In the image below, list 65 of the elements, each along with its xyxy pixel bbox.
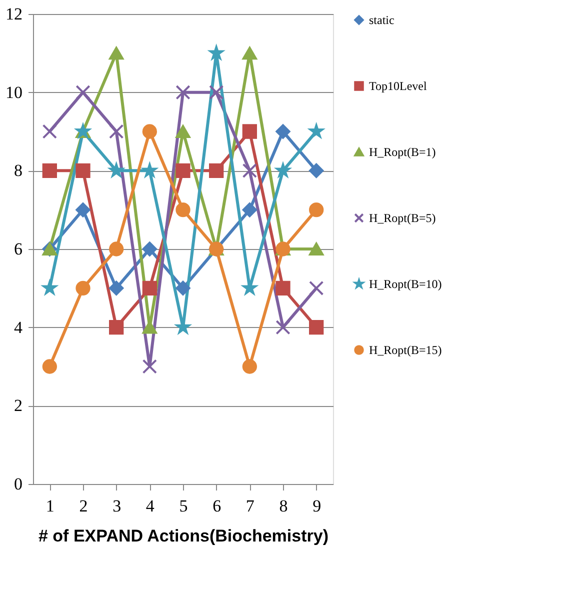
- point: [109, 163, 124, 177]
- y-tick-label: 6: [14, 240, 22, 258]
- point: [142, 359, 157, 374]
- point: [109, 320, 124, 335]
- point: [276, 320, 290, 335]
- point: [42, 280, 57, 294]
- x-tick-label: 1: [46, 496, 54, 516]
- point: [242, 163, 257, 178]
- point: [242, 202, 257, 218]
- y-tick-label: 4: [14, 318, 23, 337]
- x-tick-label: 6: [212, 496, 222, 516]
- point: [209, 46, 224, 60]
- point: [176, 85, 190, 100]
- point: [242, 280, 257, 294]
- point: [309, 163, 324, 178]
- x-tick-label: 8: [279, 496, 288, 516]
- point: [142, 280, 157, 296]
- point: [142, 242, 157, 256]
- x-axis-title: # of EXPAND Actions(Biochemistry): [38, 526, 328, 546]
- point: [276, 280, 290, 296]
- point: [76, 202, 90, 218]
- point: [242, 124, 257, 139]
- point: [42, 163, 57, 178]
- point: [309, 280, 324, 296]
- y-tick-label: 10: [6, 82, 22, 102]
- point: [76, 85, 90, 100]
- point: [309, 320, 324, 335]
- point: [76, 280, 90, 296]
- x-tick-label: 7: [246, 496, 255, 516]
- x-tick-label: 3: [112, 496, 122, 516]
- point: [309, 242, 324, 256]
- y-tick-label: 12: [6, 4, 22, 24]
- point: [276, 163, 290, 177]
- point: [209, 85, 224, 100]
- x-tick-label: 4: [146, 496, 155, 516]
- point: [209, 163, 224, 178]
- point: [309, 202, 324, 218]
- x-tick-label: 2: [79, 496, 88, 516]
- x-tick-label: 9: [312, 496, 322, 516]
- legend-label: H_Ropt(B=10): [369, 277, 442, 291]
- legend-label: Top10Level: [369, 79, 428, 93]
- point: [242, 46, 257, 60]
- legend-label: H_Ropt(B=1): [369, 145, 436, 159]
- point: [42, 359, 57, 374]
- y-tick-label: 8: [14, 161, 22, 180]
- point: [42, 124, 57, 139]
- point: [242, 359, 257, 374]
- point: [109, 46, 124, 60]
- y-tick-label: 0: [14, 474, 22, 494]
- point: [109, 124, 124, 139]
- point: [276, 124, 290, 139]
- y-tick-label: 2: [14, 396, 22, 416]
- point: [176, 163, 190, 178]
- point: [176, 280, 190, 296]
- point: [142, 163, 157, 177]
- point: [176, 202, 190, 218]
- point: [109, 242, 124, 256]
- legend-label: H_Ropt(B=5): [369, 211, 436, 225]
- point: [76, 163, 90, 178]
- point: [176, 125, 190, 138]
- legend-label: static: [369, 13, 394, 27]
- point: [142, 124, 157, 139]
- x-tick-label: 5: [179, 496, 188, 516]
- point: [109, 280, 124, 296]
- legend-label: H_Ropt(B=15): [369, 343, 442, 357]
